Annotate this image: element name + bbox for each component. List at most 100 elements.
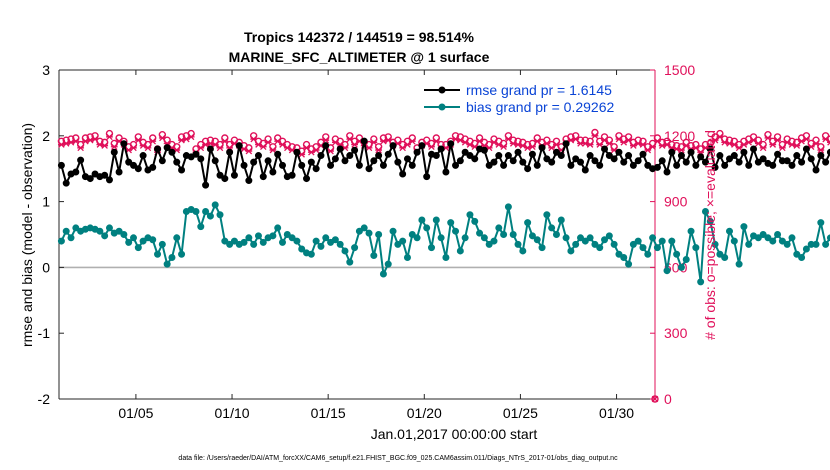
- rmse-point: [673, 161, 681, 169]
- rmse-point: [769, 161, 777, 169]
- bias-point: [197, 223, 205, 231]
- rmse-point: [168, 148, 176, 156]
- bias-point: [192, 207, 200, 215]
- bias-point: [802, 245, 810, 253]
- bias-point: [581, 237, 589, 245]
- rmse-point: [331, 155, 339, 163]
- legend-marker-rmse: [438, 86, 446, 94]
- rmse-point: [303, 175, 311, 183]
- bias-point: [173, 234, 181, 242]
- bias-point: [692, 244, 700, 252]
- obs-evaluated-point: [428, 143, 435, 151]
- obs-evaluated-point: [86, 136, 94, 144]
- rmse-point: [682, 158, 690, 166]
- rmse-point: [134, 165, 142, 173]
- obs-evaluated-point: [730, 141, 738, 148]
- x-tick-label: 01/15: [311, 405, 346, 421]
- rmse-point: [802, 145, 810, 153]
- obs-evaluated-point: [711, 136, 719, 144]
- rmse-point: [120, 140, 128, 148]
- rmse-point: [812, 166, 820, 174]
- bias-point: [413, 234, 421, 242]
- rmse-point: [548, 158, 556, 166]
- bias-point: [283, 231, 291, 238]
- bias-point: [452, 227, 460, 235]
- rmse-point: [384, 150, 392, 158]
- bias-point: [673, 250, 681, 258]
- bias-point: [533, 236, 541, 244]
- bias-point: [115, 227, 123, 235]
- bias-point: [240, 238, 248, 246]
- bias-point: [596, 244, 604, 252]
- bias-point: [548, 224, 556, 232]
- rmse-point: [452, 161, 460, 169]
- y-tick-label-right: 1500: [664, 62, 695, 78]
- rmse-point: [235, 142, 243, 150]
- rmse-point: [264, 157, 272, 165]
- rmse-point: [322, 142, 330, 150]
- rmse-point: [519, 158, 527, 166]
- bias-point: [293, 237, 301, 245]
- bias-point: [509, 231, 517, 238]
- rmse-point: [178, 166, 186, 174]
- obs-evaluated-point: [615, 135, 623, 143]
- obs-evaluated-point: [500, 143, 507, 151]
- rmse-point: [610, 155, 618, 163]
- bias-point: [697, 278, 705, 286]
- rmse-point: [456, 157, 464, 165]
- plot-area: 01/05 01/10 01/15 01/20 01/25 01/30 -2 -1 0 1 2 3 0 3…: [38, 62, 830, 421]
- bias-point: [620, 254, 628, 262]
- obs-evaluated-point: [384, 136, 392, 144]
- rmse-point: [77, 156, 85, 164]
- obs-evaluated-point: [264, 139, 272, 146]
- bias-point: [759, 231, 767, 238]
- rmse-point: [591, 157, 599, 165]
- rmse-point: [577, 158, 584, 166]
- bias-point: [783, 240, 791, 248]
- bias-point: [721, 254, 729, 262]
- rmse-point: [72, 168, 80, 176]
- bias-point: [432, 216, 440, 224]
- obs-evaluated-point: [601, 136, 608, 144]
- bias-point: [726, 227, 733, 235]
- bias-point: [216, 211, 224, 219]
- bias-point: [101, 232, 109, 240]
- rmse-point: [317, 152, 325, 160]
- rmse-point: [735, 158, 743, 166]
- bias-point: [346, 258, 354, 266]
- y-axis-label-left: rmse and bias (model - observation): [19, 123, 35, 347]
- rmse-point: [154, 145, 162, 153]
- x-axis-label: Jan.01,2017 00:00:00 start: [371, 426, 538, 442]
- obs-evaluated-point: [77, 144, 85, 152]
- rmse-point: [601, 145, 609, 153]
- rmse-point: [528, 150, 536, 158]
- rmse-point: [130, 161, 137, 169]
- bias-point: [211, 201, 219, 209]
- obs-evaluated-point: [822, 135, 830, 143]
- bias-point: [591, 240, 599, 248]
- bias-point: [317, 242, 325, 250]
- rmse-point: [370, 157, 378, 165]
- obs-evaluated-point: [322, 136, 330, 144]
- obs-evaluated-point: [216, 144, 224, 152]
- rmse-point: [346, 152, 354, 160]
- rmse-point: [822, 158, 830, 166]
- obs-evaluated-point: [106, 133, 113, 141]
- bias-point: [154, 250, 162, 258]
- obs-evaluated-point: [134, 136, 142, 144]
- bias-point: [456, 247, 464, 255]
- rmse-point: [413, 148, 421, 156]
- obs-evaluated-point: [197, 144, 205, 152]
- rmse-point: [447, 140, 455, 148]
- rmse-point: [634, 157, 642, 165]
- rmse-point: [461, 148, 469, 156]
- rmse-point: [721, 161, 729, 169]
- rmse-point: [625, 152, 633, 160]
- bias-point: [163, 260, 171, 268]
- rmse-point: [586, 152, 594, 160]
- bias-point: [644, 250, 652, 258]
- x-tick-label: 01/20: [407, 405, 442, 421]
- bias-point: [375, 231, 383, 238]
- obs-evaluated-point: [346, 135, 354, 143]
